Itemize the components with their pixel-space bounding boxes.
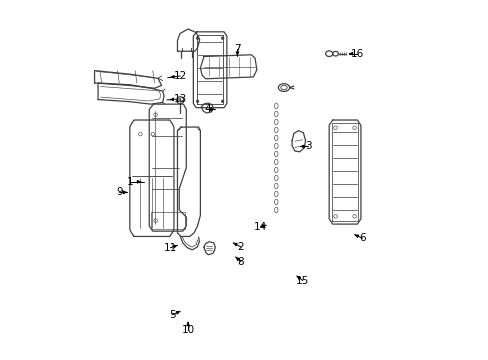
Text: 4: 4 [203,104,210,114]
Text: 11: 11 [163,243,177,253]
Circle shape [196,37,199,40]
Text: 14: 14 [253,221,266,231]
Circle shape [221,37,224,40]
Text: 13: 13 [173,94,186,104]
Text: 12: 12 [173,71,186,81]
Text: 8: 8 [237,257,244,267]
Text: 3: 3 [304,141,311,152]
Text: 15: 15 [295,275,309,285]
Circle shape [196,100,199,103]
Text: 10: 10 [181,325,194,335]
Text: 6: 6 [359,233,365,243]
Text: 5: 5 [168,310,175,320]
Text: 2: 2 [237,242,244,252]
Text: 1: 1 [126,177,133,187]
Text: 7: 7 [234,44,240,54]
Text: 9: 9 [116,187,122,197]
Text: 16: 16 [350,49,363,59]
Circle shape [221,100,224,103]
